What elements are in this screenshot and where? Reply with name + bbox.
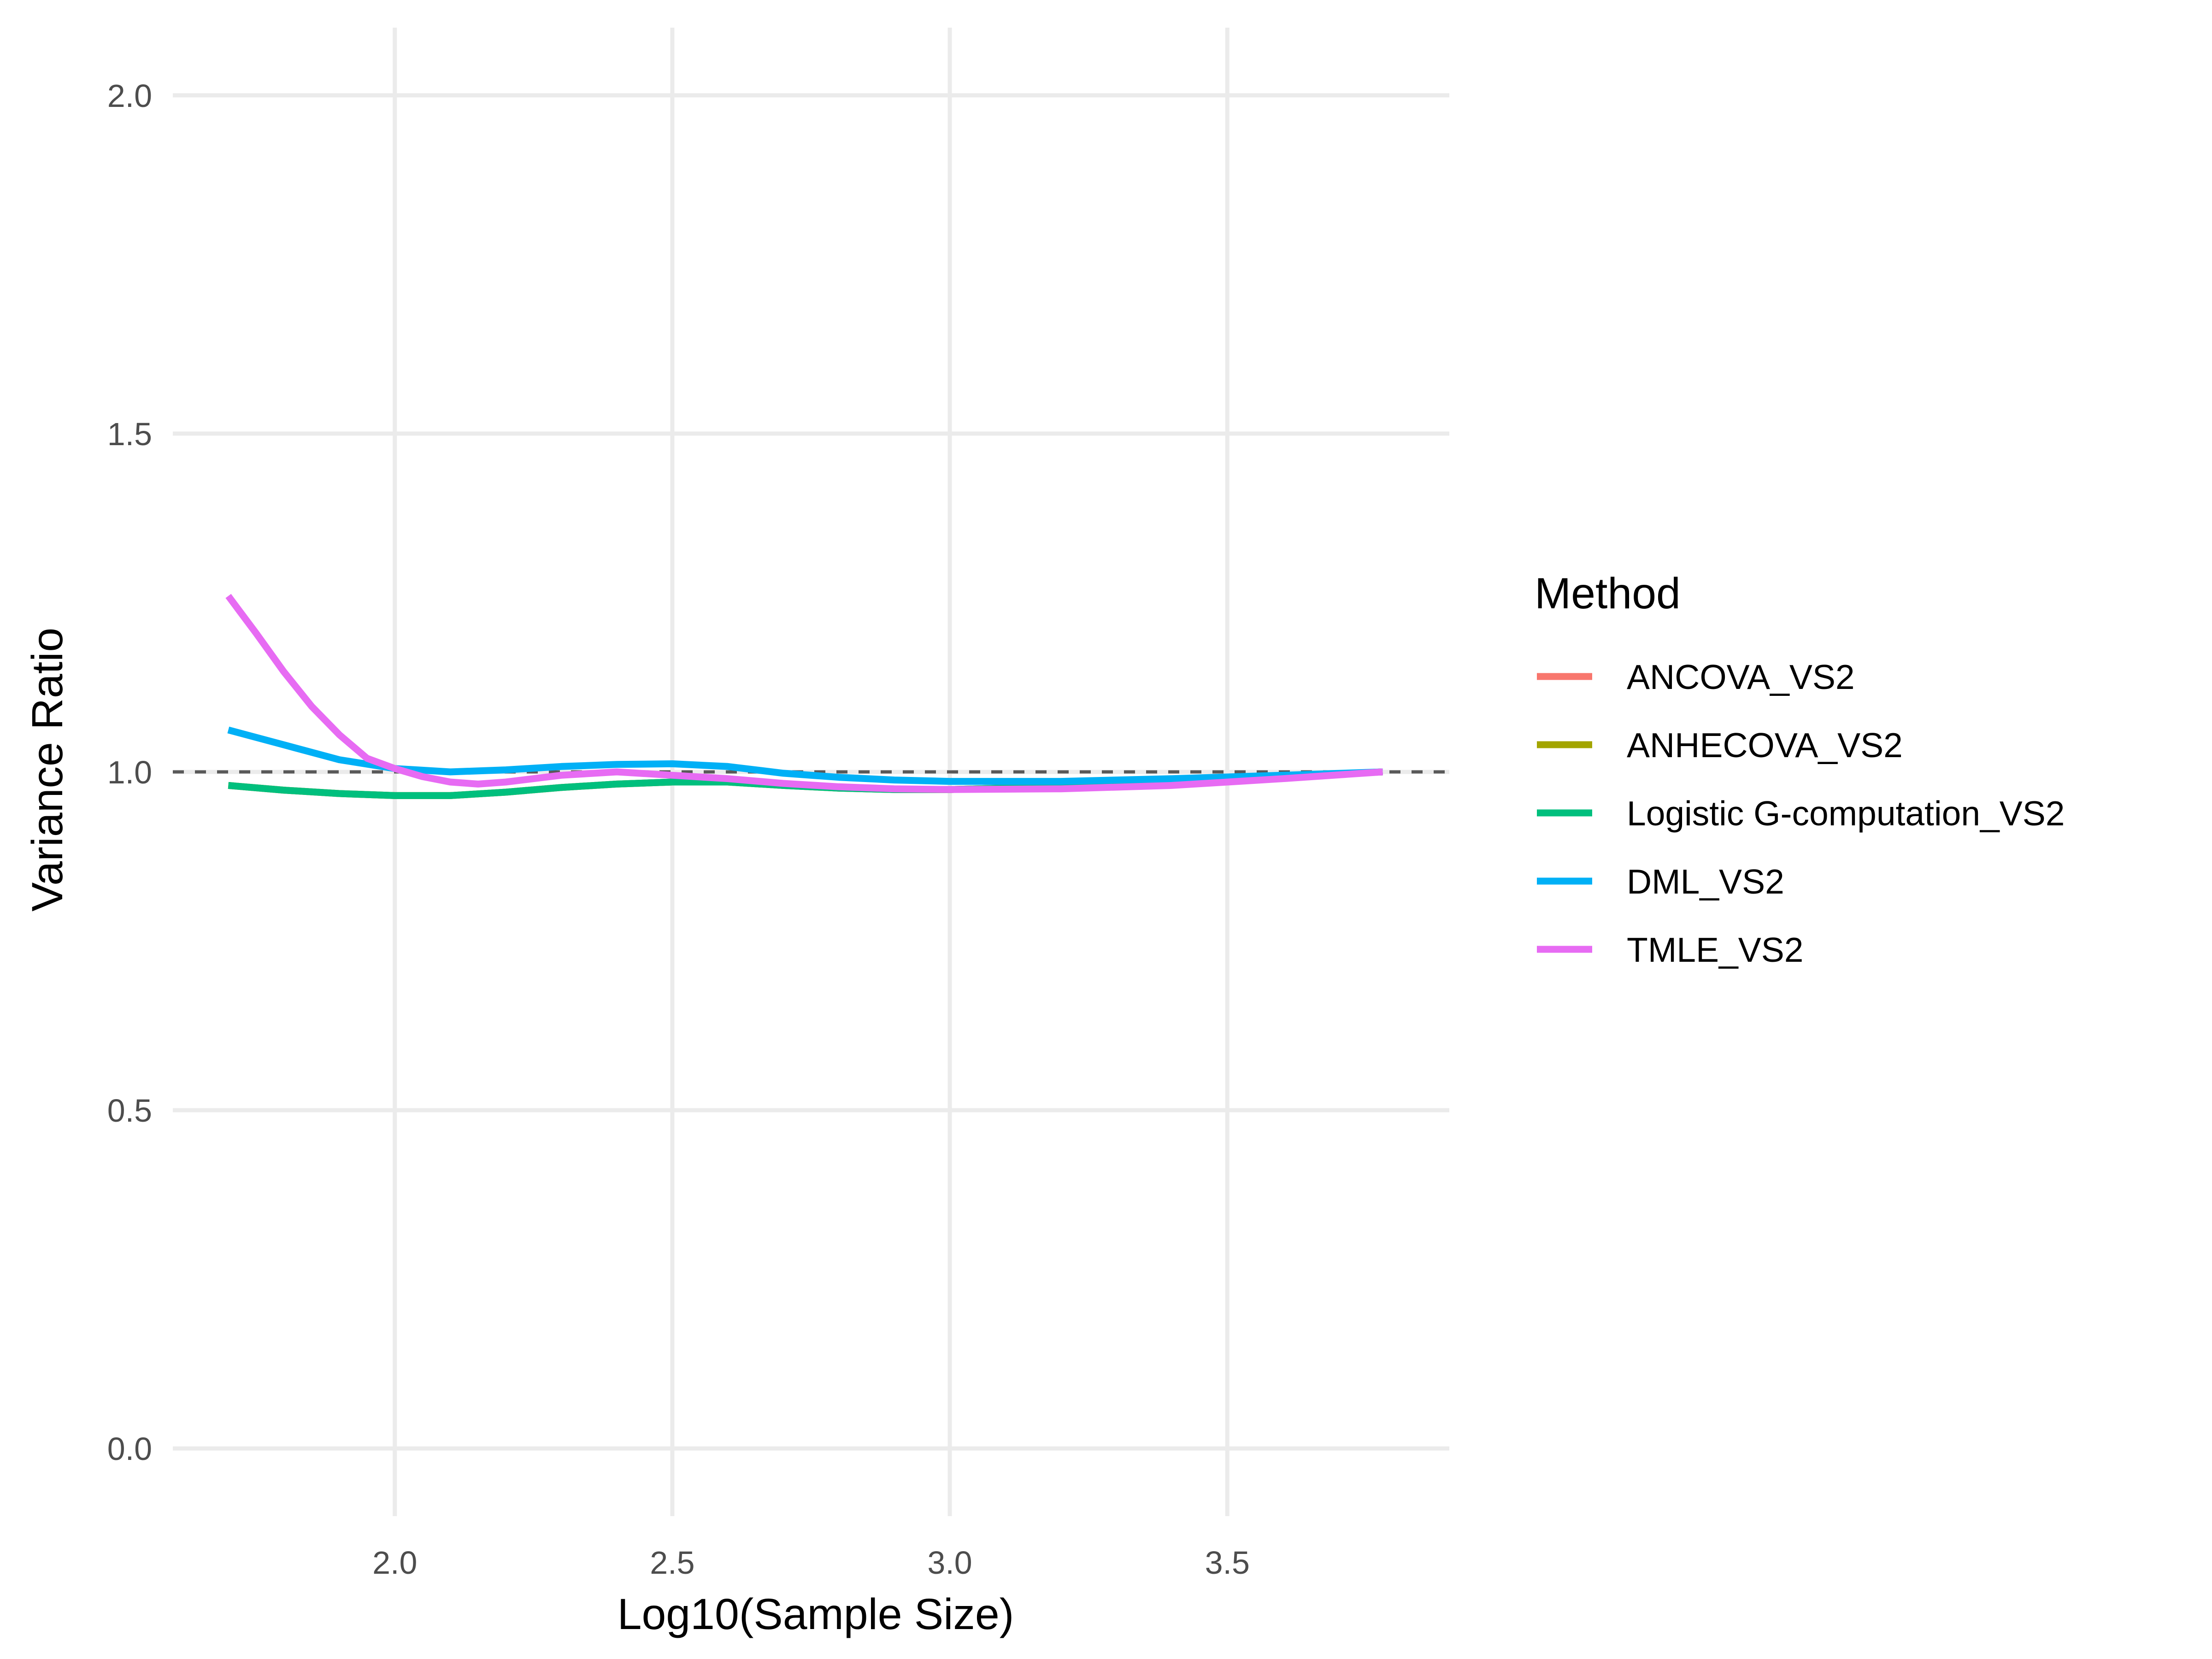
y-tick-label-4: 2.0 [107,78,152,114]
y-axis-ticks: 0.0 0.5 1.0 1.5 2.0 [107,78,152,1467]
legend: Method ANCOVA_VS2 ANHECOVA_VS2 Logistic G-… [1535,569,2065,969]
x-axis-title: Log10(Sample Size) [618,1590,1014,1639]
y-axis-title: Variance Ratio [23,628,72,912]
x-axis-ticks: 2.0 2.5 3.0 3.5 [372,1545,1250,1581]
y-tick-label-2: 1.0 [107,754,152,790]
y-tick-label-3: 1.5 [107,416,152,452]
legend-label-4: TMLE_VS2 [1627,930,1804,969]
x-tick-label-1: 2.5 [650,1545,694,1581]
x-tick-label-0: 2.0 [372,1545,417,1581]
x-tick-label-2: 3.0 [927,1545,972,1581]
legend-label-2: Logistic G-computation_VS2 [1627,794,2065,833]
x-tick-label-3: 3.5 [1205,1545,1250,1581]
legend-label-3: DML_VS2 [1627,862,1784,901]
series-lines [225,594,1383,799]
series-line-4 [225,594,1383,793]
legend-label-1: ANHECOVA_VS2 [1627,726,1903,765]
y-tick-label-1: 0.5 [107,1093,152,1129]
legend-title: Method [1535,569,1681,618]
y-tick-label-0: 0.0 [107,1431,152,1467]
legend-label-0: ANCOVA_VS2 [1627,658,1855,696]
